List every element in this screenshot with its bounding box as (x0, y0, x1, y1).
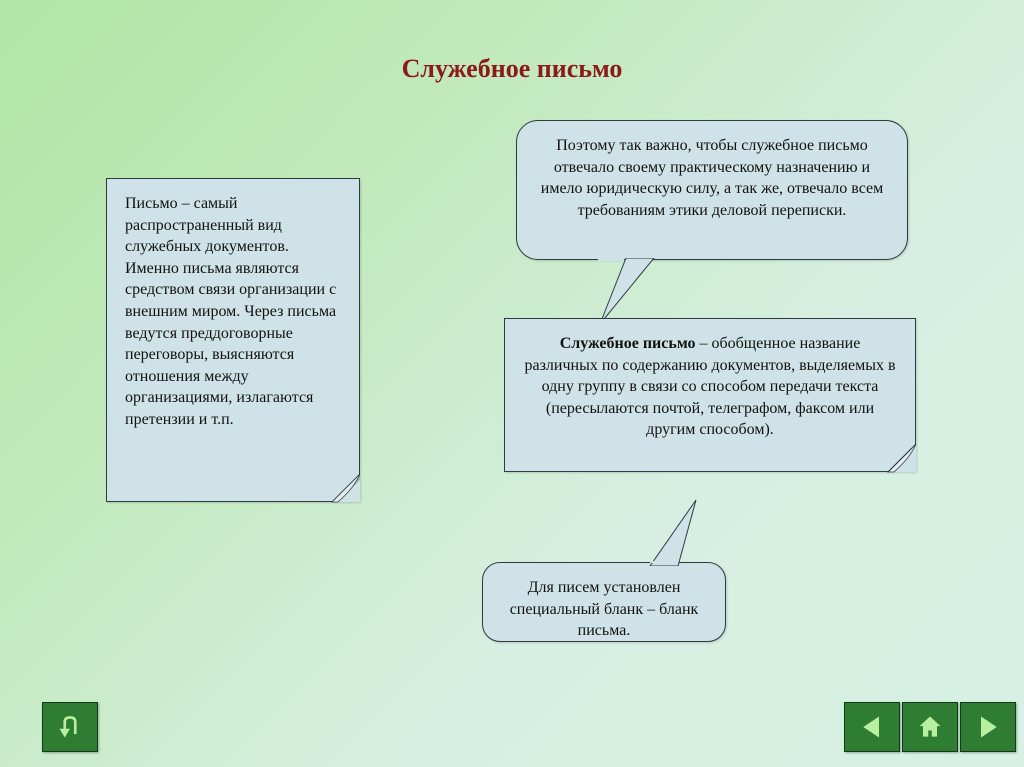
definition-lead: Служебное письмо (560, 335, 696, 352)
speech-top: Поэтому так важно, чтобы служебное письм… (516, 120, 908, 260)
pagecurl-icon (332, 474, 360, 502)
slide-title: Служебное письмо (0, 54, 1024, 84)
tail-mask (650, 561, 676, 563)
tail-mask (598, 259, 624, 261)
prev-button[interactable] (844, 702, 900, 752)
return-button[interactable] (42, 702, 98, 752)
note-definition: Служебное письмо – обобщенное название р… (504, 318, 916, 472)
note-left: Письмо – самый распространенный вид служ… (106, 178, 360, 502)
pagecurl-icon (888, 444, 916, 472)
note-left-text: Письмо – самый распространенный вид служ… (125, 195, 336, 428)
speech-bottom-text: Для писем установлен специальный бланк –… (510, 579, 699, 639)
house-icon (915, 713, 945, 741)
triangle-left-icon (857, 713, 887, 741)
slide-stage: Служебное письмо Письмо – самый распрост… (0, 0, 1024, 767)
u-turn-icon (55, 713, 85, 741)
speech-top-text: Поэтому так важно, чтобы служебное письм… (541, 137, 884, 219)
triangle-right-icon (973, 713, 1003, 741)
home-button[interactable] (902, 702, 958, 752)
next-button[interactable] (960, 702, 1016, 752)
speech-bottom: Для писем установлен специальный бланк –… (482, 562, 726, 642)
speech-tail-icon (632, 496, 702, 566)
